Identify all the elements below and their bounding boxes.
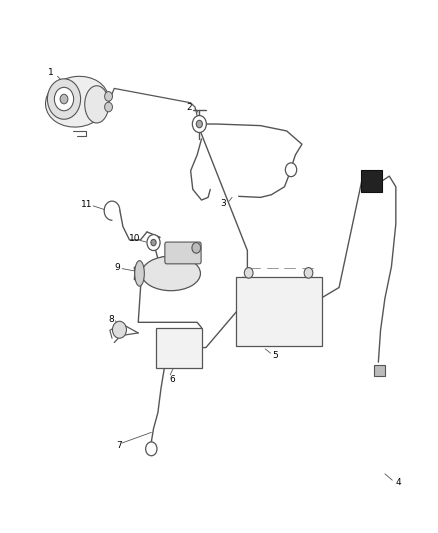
Ellipse shape xyxy=(46,76,109,127)
Text: 4: 4 xyxy=(395,478,401,487)
Text: 5: 5 xyxy=(272,351,278,360)
Circle shape xyxy=(105,92,113,101)
FancyBboxPatch shape xyxy=(374,366,385,376)
Text: 6: 6 xyxy=(170,375,175,384)
Circle shape xyxy=(47,79,81,119)
Bar xyxy=(237,277,321,346)
Text: 1: 1 xyxy=(48,68,54,77)
Circle shape xyxy=(146,442,157,456)
Circle shape xyxy=(105,102,113,112)
Circle shape xyxy=(286,163,297,176)
Circle shape xyxy=(244,268,253,278)
Circle shape xyxy=(147,235,160,251)
Circle shape xyxy=(54,87,74,111)
Text: 9: 9 xyxy=(115,263,120,272)
Circle shape xyxy=(196,120,202,128)
Text: 3: 3 xyxy=(220,199,226,208)
Ellipse shape xyxy=(141,256,201,290)
Circle shape xyxy=(192,243,201,253)
Circle shape xyxy=(60,94,68,104)
FancyBboxPatch shape xyxy=(361,169,382,192)
Circle shape xyxy=(192,116,206,133)
Text: 2: 2 xyxy=(187,102,192,111)
Bar xyxy=(155,328,201,368)
Text: 8: 8 xyxy=(108,315,114,324)
Circle shape xyxy=(113,321,127,338)
Text: 11: 11 xyxy=(81,200,93,209)
Ellipse shape xyxy=(85,86,109,123)
Text: 7: 7 xyxy=(117,441,122,450)
FancyBboxPatch shape xyxy=(165,242,201,264)
Circle shape xyxy=(151,239,156,246)
Text: 10: 10 xyxy=(129,235,141,244)
Ellipse shape xyxy=(135,261,145,286)
Circle shape xyxy=(304,268,313,278)
